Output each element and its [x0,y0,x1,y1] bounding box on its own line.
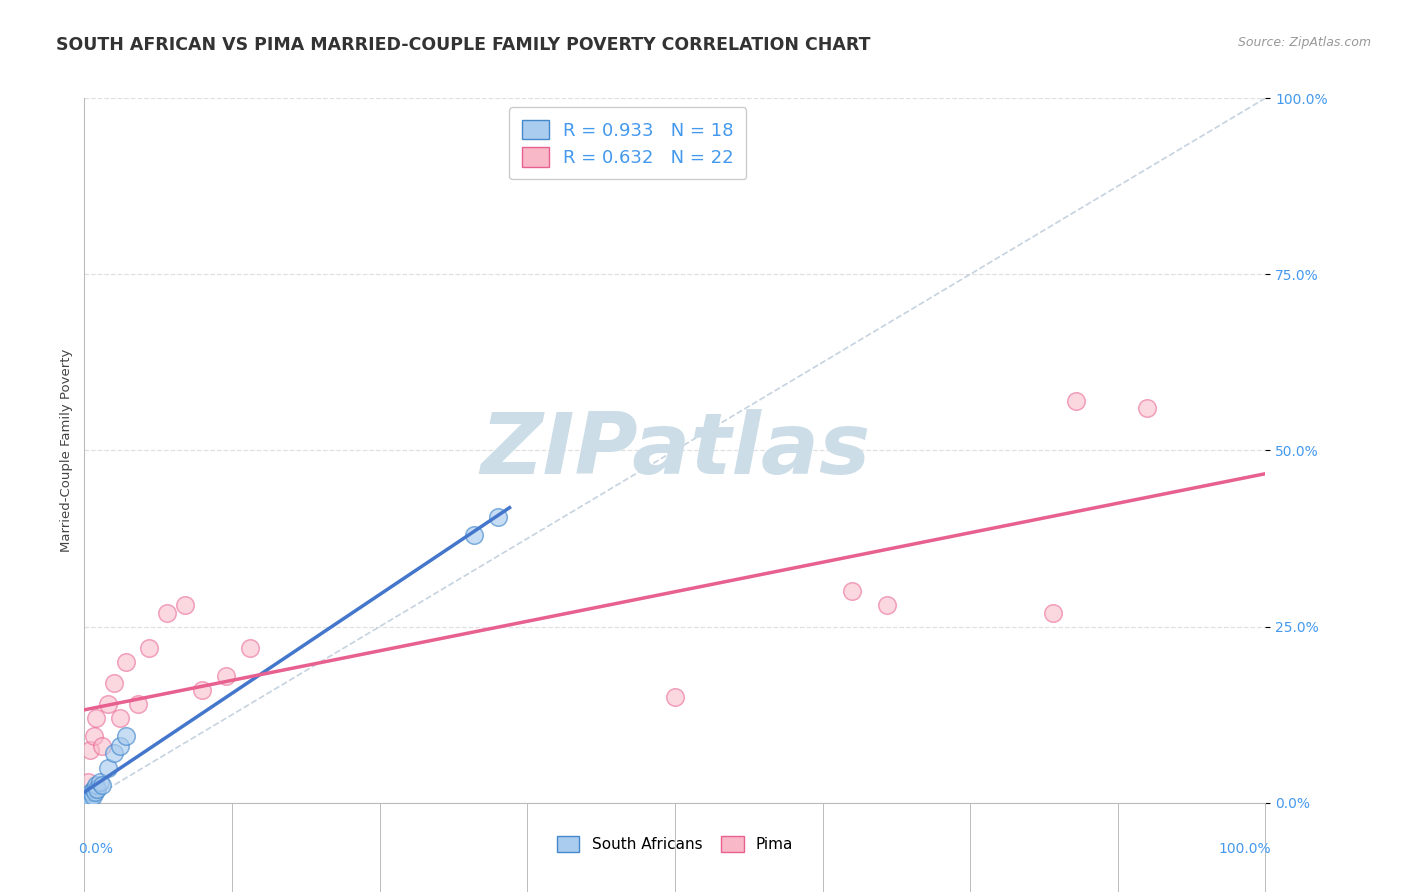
Point [89,774,111,789]
Point [191,683,214,698]
Point [83,781,105,796]
Point [103,747,125,761]
Text: ZIPatlas: ZIPatlas [479,409,870,492]
Point [91,778,114,792]
Point [215,669,238,683]
Point [77,774,100,789]
Point [79,743,101,757]
Point [114,655,136,669]
Point [84,711,107,725]
Text: SOUTH AFRICAN VS PIMA MARRIED-COUPLE FAMILY POVERTY CORRELATION CHART: SOUTH AFRICAN VS PIMA MARRIED-COUPLE FAM… [56,36,870,54]
Point [239,640,262,655]
Point [108,711,131,725]
Point [84,785,107,799]
Point [83,729,105,743]
Point [1066,394,1088,409]
Point [97,697,120,711]
Point [86,781,108,796]
Point [486,510,509,524]
Point [108,739,131,754]
Y-axis label: Married-Couple Family Poverty: Married-Couple Family Poverty [60,349,73,552]
Point [80,785,103,799]
Point [97,760,120,774]
Point [463,528,485,542]
Point [156,606,179,620]
Legend: South Africans, Pima: South Africans, Pima [551,830,799,859]
Point [876,599,898,613]
Point [138,640,160,655]
Point [91,739,114,754]
Point [77,789,100,803]
Point [79,792,101,806]
Point [1042,606,1064,620]
Point [77,792,100,806]
Point [127,697,149,711]
Point [664,690,686,705]
Text: 100.0%: 100.0% [1219,841,1271,855]
Point [114,729,136,743]
Point [82,789,104,803]
Point [76,794,98,808]
Point [84,778,107,792]
Point [173,599,195,613]
Point [841,584,863,599]
Text: Source: ZipAtlas.com: Source: ZipAtlas.com [1237,36,1371,49]
Point [103,676,125,690]
Point [1136,401,1159,416]
Text: 0.0%: 0.0% [79,841,114,855]
